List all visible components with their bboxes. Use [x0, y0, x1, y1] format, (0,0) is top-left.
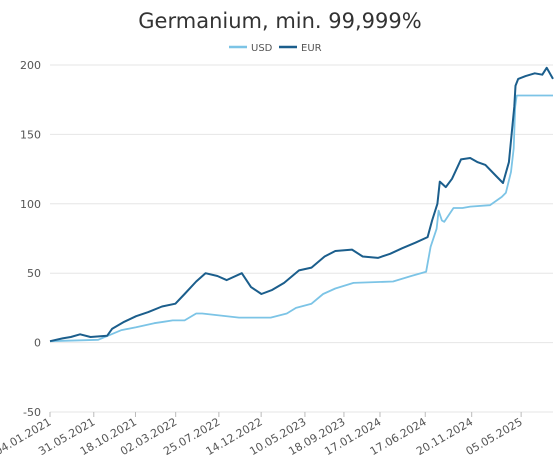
y-tick-label: 100: [20, 198, 41, 211]
series-line-eur: [49, 66, 554, 343]
x-axis-ticks: 04.01.202131.05.202118.10.202102.03.2022…: [0, 412, 525, 458]
legend-label-eur: EUR: [301, 43, 322, 54]
x-tick-label: 05.05.2025: [464, 415, 525, 458]
y-tick-label: 0: [34, 337, 41, 350]
series-line-usd: [49, 94, 553, 343]
y-tick-label: 200: [20, 59, 41, 72]
legend: USD EUR: [229, 43, 322, 54]
y-tick-label: 150: [20, 128, 41, 141]
legend-label-usd: USD: [251, 43, 273, 54]
y-tick-label: -50: [23, 406, 41, 419]
y-axis-ticks: -50 0 50 100 150 200: [20, 59, 41, 419]
chart-title: Germanium, min. 99,999%: [138, 9, 421, 33]
series-lines: [49, 66, 554, 343]
grid-lines: [50, 64, 553, 413]
y-tick-label: 50: [27, 267, 41, 280]
